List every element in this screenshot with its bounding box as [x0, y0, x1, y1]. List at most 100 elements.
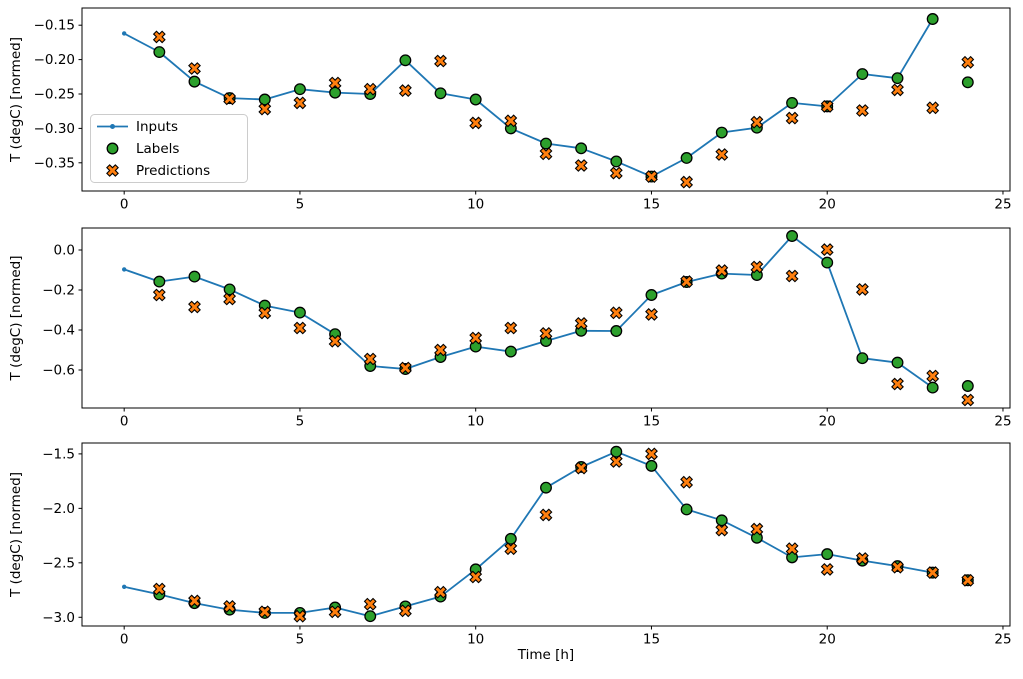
labels-marker — [926, 381, 939, 394]
predictions-marker — [363, 82, 377, 96]
labels-marker — [680, 503, 693, 516]
labels-marker — [364, 610, 377, 623]
labels-marker — [504, 345, 517, 358]
x-tick-label: 10 — [467, 632, 484, 648]
predictions-marker — [855, 104, 869, 117]
y-tick-label: −0.6 — [42, 363, 75, 379]
x-tick-label: 15 — [643, 197, 660, 213]
legend: Inputs Labels Predictions — [90, 114, 248, 183]
x-tick-label: 5 — [296, 414, 305, 430]
labels-marker — [153, 46, 166, 58]
legend-entry-label: Inputs — [136, 119, 178, 135]
predictions-marker — [152, 288, 166, 302]
predictions-marker — [609, 306, 623, 320]
labels-marker — [610, 325, 623, 337]
labels-marker — [891, 72, 904, 85]
labels-marker — [891, 356, 904, 369]
predictions-marker — [363, 352, 377, 366]
predictions-marker — [891, 560, 904, 574]
plot-frame — [81, 227, 1011, 409]
labels-marker — [399, 54, 412, 67]
predictions-marker — [293, 96, 307, 110]
predictions-marker — [223, 292, 237, 306]
y-axis-label: T (degC) [normed] — [8, 472, 24, 598]
predictions-marker — [188, 594, 201, 608]
legend-entry-label: Labels — [136, 141, 179, 157]
inputs-point — [121, 31, 127, 36]
predictions-marker — [750, 260, 764, 274]
predictions-marker — [961, 573, 975, 587]
y-axis-label: T (degC) [normed] — [8, 256, 24, 382]
x-axis-label: Time [h] — [517, 647, 574, 663]
x-tick-label: 5 — [296, 197, 305, 213]
predictions-marker — [504, 321, 518, 335]
predictions-marker — [574, 461, 588, 475]
predictions-marker — [539, 147, 553, 161]
predictions-marker — [680, 175, 694, 189]
y-tick-label: −0.2 — [42, 283, 75, 299]
legend-entry-labels: Labels — [106, 141, 179, 157]
predictions-marker — [293, 609, 307, 623]
legend-inputs-dot — [110, 124, 115, 129]
predictions-marker — [328, 76, 342, 90]
panel-top: 0 5 10 15 20 25 −0.15 −0.20 −0.25 −0.30 −0.35 T (de… — [8, 7, 1012, 213]
series-predictions — [152, 30, 975, 189]
predictions-marker — [293, 321, 307, 335]
predictions-marker — [715, 264, 729, 278]
labels-marker — [715, 126, 728, 139]
predictions-marker — [258, 102, 272, 116]
predictions-marker — [574, 316, 588, 330]
predictions-marker — [469, 331, 483, 345]
predictions-marker — [398, 84, 412, 98]
predictions-marker — [785, 269, 799, 283]
predictions-marker — [785, 111, 799, 125]
predictions-marker — [750, 522, 764, 536]
labels-marker — [926, 13, 939, 25]
x-tick-label: 15 — [643, 414, 660, 430]
inputs-point — [121, 267, 127, 272]
labels-marker — [786, 230, 799, 242]
predictions-marker — [891, 83, 904, 97]
predictions-marker — [680, 475, 694, 489]
y-tick-label: −1.5 — [42, 446, 75, 462]
labels-marker — [856, 352, 869, 365]
labels-marker — [680, 152, 693, 164]
x-tick-label: 15 — [643, 632, 660, 648]
predictions-marker — [680, 275, 694, 289]
labels-marker — [188, 270, 201, 283]
predictions-marker — [891, 377, 904, 391]
labels-marker — [434, 87, 447, 100]
predictions-marker — [223, 599, 237, 613]
y-tick-label: −2.0 — [42, 501, 75, 517]
labels-marker — [258, 93, 271, 106]
predictions-marker — [820, 99, 834, 113]
predictions-marker — [398, 604, 412, 618]
predictions-marker — [188, 62, 201, 75]
predictions-marker — [645, 170, 658, 184]
predictions-marker — [645, 447, 658, 461]
predictions-marker — [820, 562, 834, 576]
panel-bottom: 0 5 10 15 20 25 −1.5 −2.0 −2.5 −3.0 T (degC) [norm… — [8, 442, 1012, 663]
plot-frame — [81, 442, 1011, 627]
labels-marker — [188, 75, 201, 88]
predictions-marker — [328, 334, 342, 348]
y-tick-label: −2.5 — [42, 555, 75, 571]
inputs-line — [123, 235, 934, 389]
predictions-marker — [328, 605, 342, 619]
labels-marker — [645, 289, 658, 301]
y-tick-label: −0.20 — [34, 52, 75, 68]
labels-marker — [610, 445, 623, 458]
predictions-marker — [961, 55, 975, 69]
x-tick-label: 0 — [120, 197, 129, 213]
predictions-marker — [469, 116, 483, 130]
predictions-marker — [645, 307, 658, 321]
predictions-marker — [258, 306, 272, 320]
predictions-marker — [609, 166, 623, 180]
predictions-marker — [750, 115, 764, 129]
y-tick-label: −0.4 — [42, 323, 75, 339]
inputs-point — [121, 584, 127, 589]
predictions-marker — [855, 552, 869, 565]
predictions-marker — [855, 282, 869, 296]
labels-marker — [961, 380, 974, 392]
y-tick-label: −0.30 — [34, 121, 75, 137]
